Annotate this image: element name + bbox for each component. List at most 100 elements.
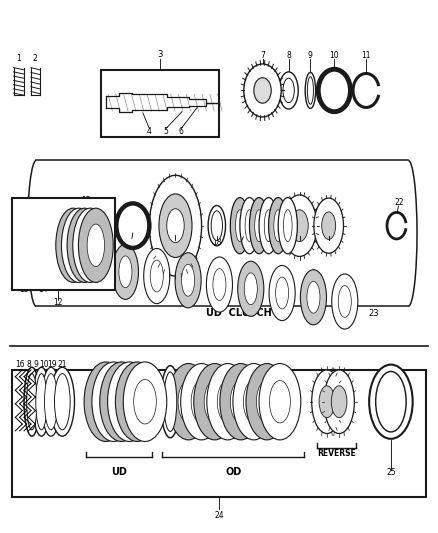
Text: 2: 2 (33, 54, 38, 62)
Ellipse shape (264, 210, 273, 241)
Ellipse shape (149, 175, 201, 276)
Ellipse shape (314, 198, 343, 253)
Ellipse shape (256, 381, 277, 423)
Ellipse shape (39, 214, 55, 277)
Text: 10: 10 (39, 360, 49, 368)
Ellipse shape (164, 372, 177, 431)
Ellipse shape (54, 374, 70, 430)
Text: 14: 14 (38, 285, 48, 294)
Ellipse shape (78, 208, 113, 282)
Ellipse shape (230, 198, 250, 254)
Text: 22: 22 (395, 198, 404, 207)
Text: 10: 10 (125, 237, 134, 246)
Text: 11: 11 (361, 51, 371, 60)
Text: 19: 19 (47, 360, 57, 368)
Ellipse shape (150, 260, 163, 292)
Ellipse shape (300, 270, 326, 325)
Ellipse shape (245, 210, 254, 241)
Ellipse shape (269, 265, 295, 320)
Ellipse shape (181, 364, 223, 440)
Ellipse shape (168, 364, 209, 440)
Ellipse shape (116, 362, 159, 441)
Ellipse shape (36, 374, 47, 430)
Ellipse shape (213, 269, 226, 301)
Text: 5: 5 (163, 127, 168, 136)
Ellipse shape (279, 72, 298, 109)
Text: OD: OD (225, 467, 241, 477)
Ellipse shape (208, 206, 226, 246)
Ellipse shape (369, 365, 413, 439)
Text: 23: 23 (368, 309, 379, 318)
Ellipse shape (250, 198, 268, 254)
Ellipse shape (268, 198, 288, 254)
Text: 8: 8 (286, 51, 291, 60)
Text: 20: 20 (295, 238, 304, 247)
Ellipse shape (167, 209, 184, 243)
Ellipse shape (331, 386, 347, 418)
Text: 12: 12 (53, 298, 63, 307)
Ellipse shape (283, 78, 294, 103)
Ellipse shape (338, 286, 351, 317)
Ellipse shape (42, 367, 60, 436)
Ellipse shape (282, 195, 317, 256)
Ellipse shape (105, 200, 116, 251)
Ellipse shape (191, 381, 212, 423)
Ellipse shape (278, 198, 297, 254)
Ellipse shape (246, 364, 288, 440)
Ellipse shape (118, 379, 141, 424)
Ellipse shape (233, 364, 275, 440)
Ellipse shape (175, 253, 201, 308)
Ellipse shape (182, 264, 194, 296)
Ellipse shape (123, 362, 167, 441)
Ellipse shape (108, 362, 151, 441)
Ellipse shape (100, 362, 143, 441)
Ellipse shape (206, 257, 233, 312)
Ellipse shape (116, 204, 149, 248)
Ellipse shape (305, 72, 316, 109)
Ellipse shape (64, 224, 82, 266)
Text: 7: 7 (260, 51, 265, 60)
Bar (12, 370, 426, 497)
Ellipse shape (236, 210, 244, 241)
Text: 3: 3 (158, 50, 163, 59)
Ellipse shape (92, 362, 135, 441)
Ellipse shape (95, 379, 117, 424)
Text: 6: 6 (179, 127, 184, 136)
Bar (12, 198, 115, 290)
Ellipse shape (110, 379, 133, 424)
Text: 15: 15 (81, 196, 91, 205)
Ellipse shape (307, 281, 320, 313)
Ellipse shape (312, 370, 342, 433)
Ellipse shape (211, 211, 223, 240)
Ellipse shape (76, 224, 93, 266)
Text: 18: 18 (212, 238, 222, 247)
Ellipse shape (240, 198, 259, 254)
Ellipse shape (254, 78, 271, 103)
Bar (102, 70, 219, 136)
Text: UD  CLUTCH: UD CLUTCH (206, 308, 272, 318)
Ellipse shape (33, 367, 50, 436)
Text: 9: 9 (34, 360, 39, 368)
Ellipse shape (291, 210, 308, 241)
Ellipse shape (107, 206, 113, 246)
Ellipse shape (159, 194, 192, 257)
Text: UD: UD (111, 467, 127, 477)
Ellipse shape (23, 214, 39, 277)
Text: 16: 16 (97, 237, 106, 246)
Ellipse shape (220, 364, 261, 440)
Ellipse shape (307, 77, 314, 104)
Ellipse shape (244, 64, 281, 117)
Ellipse shape (283, 210, 292, 241)
Ellipse shape (56, 208, 91, 282)
Ellipse shape (254, 210, 263, 241)
Ellipse shape (204, 381, 225, 423)
Ellipse shape (144, 248, 170, 304)
Ellipse shape (376, 372, 406, 432)
Ellipse shape (45, 374, 57, 430)
Text: 4: 4 (147, 127, 152, 136)
Text: 1: 1 (16, 54, 21, 62)
Ellipse shape (36, 208, 58, 282)
Text: 25: 25 (386, 468, 396, 477)
Ellipse shape (322, 212, 336, 239)
Ellipse shape (24, 367, 40, 436)
